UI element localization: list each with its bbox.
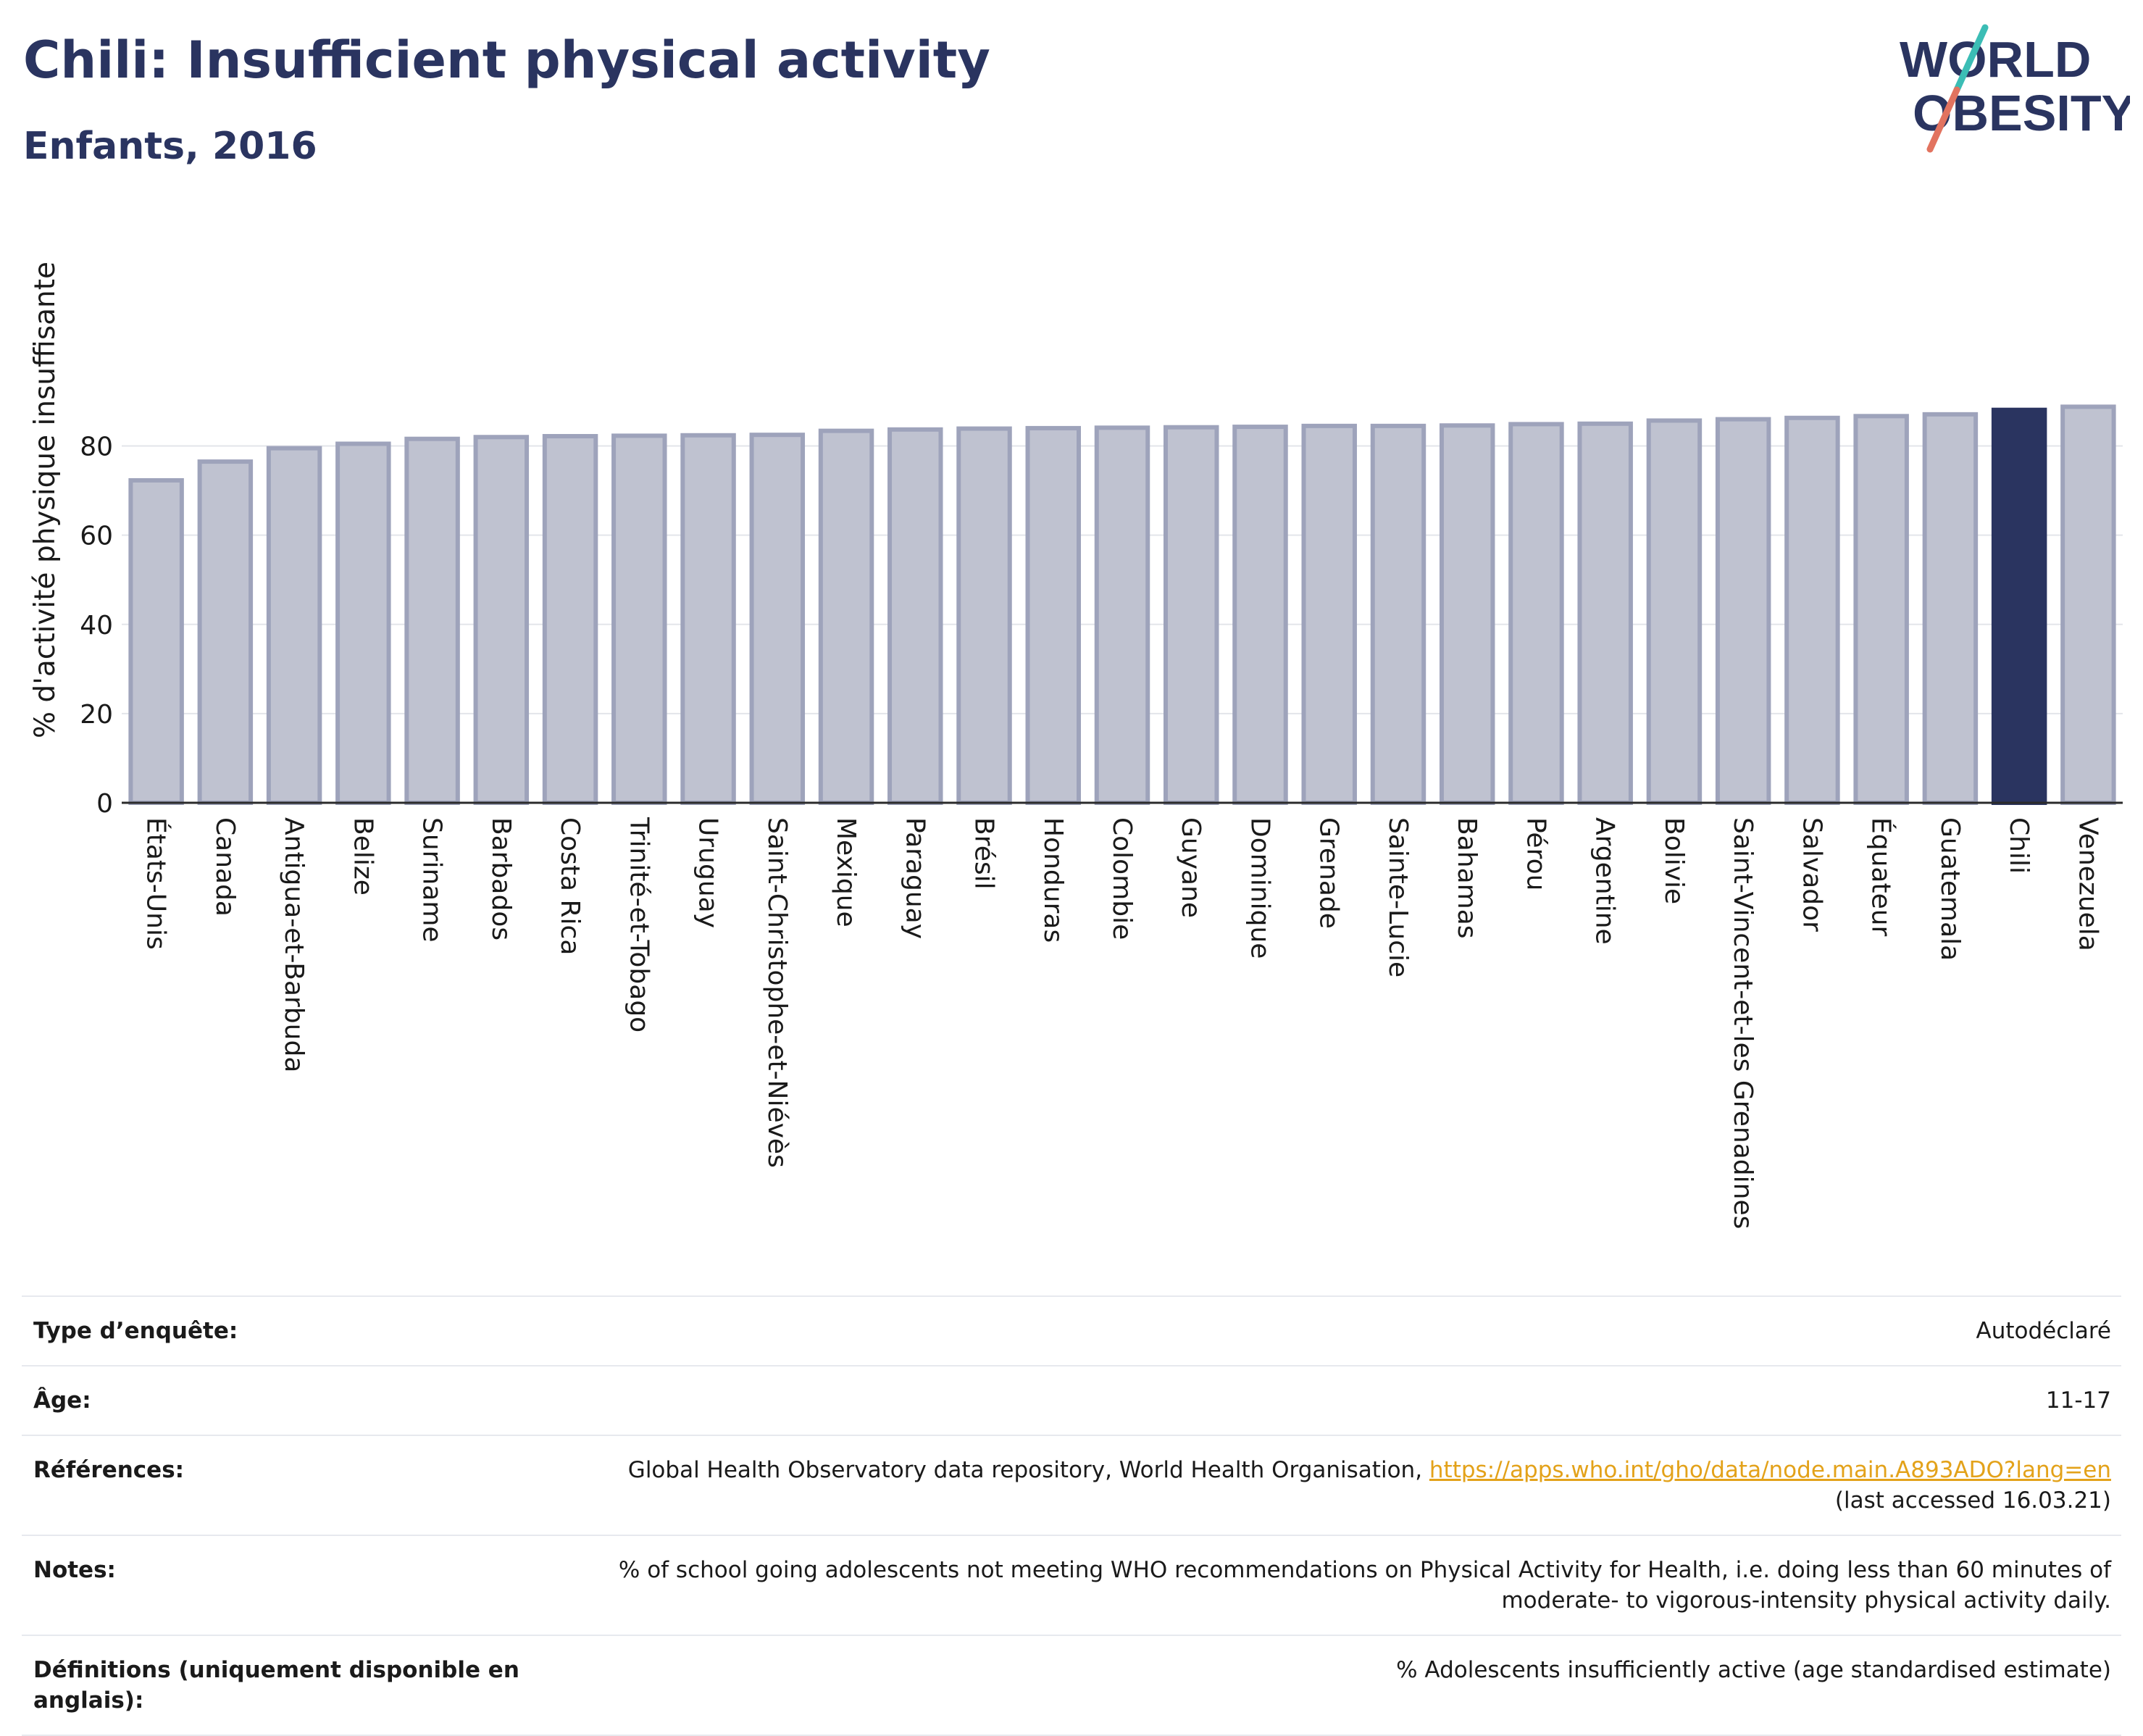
y-tick-label: 40 xyxy=(80,611,113,640)
x-tick-label: Paraguay xyxy=(900,817,930,939)
x-tick-label: Trinité-et-Tobago xyxy=(624,817,653,1032)
x-tick-label: Venezuela xyxy=(2073,817,2102,951)
detail-row-definitions: Définitions (uniquement disponible en an… xyxy=(22,1635,2121,1736)
bar-salvador xyxy=(1784,415,1840,805)
logo-line1: WORLD xyxy=(1900,31,2091,88)
bar-p-rou xyxy=(1508,422,1564,806)
y-tick-label: 60 xyxy=(80,522,113,551)
detail-key: Références: xyxy=(22,1435,552,1536)
bar-antigua-et-barbuda xyxy=(266,446,322,805)
x-tick-label: Costa Rica xyxy=(555,817,585,955)
detail-row-survey-type: Type d’enquête: Autodéclaré xyxy=(22,1295,2121,1366)
y-axis-ticks: 0 20 40 60 80 xyxy=(80,433,113,819)
logo-slash-teal xyxy=(1953,24,1989,93)
detail-value: 11-17 xyxy=(552,1365,2121,1436)
x-tick-label: Dominique xyxy=(1245,817,1274,959)
detail-key: Type d’enquête: xyxy=(22,1295,552,1366)
x-tick-label: Chili xyxy=(2004,817,2034,874)
notes-line-2: moderate- to vigorous-intensity physical… xyxy=(1501,1587,2111,1614)
chart-title: Chili: Insufficient physical activity xyxy=(23,30,990,90)
x-tick-label: Canada xyxy=(210,817,240,917)
logo-slash-coral xyxy=(1926,86,1960,153)
detail-key: Définitions (uniquement disponible en an… xyxy=(22,1635,552,1736)
world-obesity-logo: WORLD OBESITY xyxy=(1900,24,2130,153)
detail-value: Global Health Observatory data repositor… xyxy=(552,1435,2121,1536)
bar-dominique xyxy=(1232,425,1288,805)
x-tick-label: Suriname xyxy=(417,817,447,943)
bar-sainte-lucie xyxy=(1370,423,1426,806)
bar-chart: 0 20 40 60 80 États-Unis Canada Antigua-et-Bar… xyxy=(29,262,2123,1229)
x-tick-label: Grenade xyxy=(1314,817,1344,929)
bar-belize xyxy=(335,441,391,805)
bar-barbados xyxy=(473,435,530,805)
x-axis-ticks: États-Unis Canada Antigua-et-Barbuda Belize… xyxy=(141,817,2103,1229)
bar-guyane xyxy=(1164,425,1219,805)
bar-mexique xyxy=(818,428,874,806)
bar-uruguay xyxy=(680,433,736,805)
x-tick-label: Guyane xyxy=(1176,817,1206,918)
x-tick-label: Salvador xyxy=(1797,817,1826,932)
x-tick-label: Colombie xyxy=(1107,817,1137,940)
bar--tats-unis xyxy=(128,477,184,805)
bar-guatemala xyxy=(1922,412,1979,805)
bar-bolivie xyxy=(1646,418,1703,806)
bar-argentine xyxy=(1577,421,1633,805)
x-tick-label: Bolivie xyxy=(1659,817,1689,904)
bar-honduras xyxy=(1025,425,1081,805)
detail-row-references: Références: Global Health Observatory da… xyxy=(22,1435,2121,1536)
x-tick-label: Mexique xyxy=(831,817,861,927)
y-axis-label: % d'activité physique insuffisante xyxy=(29,262,62,738)
bar-colombie xyxy=(1094,425,1150,806)
x-tick-label: Saint-Vincent-et-les Grenadines xyxy=(1728,817,1758,1229)
x-tick-label: Saint-Christophe-et-Niévès xyxy=(762,817,792,1168)
detail-value: % Adolescents insufficiently active (age… xyxy=(552,1635,2121,1736)
x-tick-label: Belize xyxy=(348,817,377,896)
bar-grenade xyxy=(1301,423,1357,806)
x-tick-label: Uruguay xyxy=(693,817,723,928)
bar-canada xyxy=(197,459,254,805)
detail-row-age: Âge: 11-17 xyxy=(22,1365,2121,1436)
bar-suriname xyxy=(404,436,460,805)
x-tick-label: Brésil xyxy=(969,817,999,890)
bar-chili xyxy=(1991,407,2047,805)
x-tick-label: Sainte-Lucie xyxy=(1383,817,1413,977)
bar-br-sil xyxy=(956,426,1012,805)
y-tick-label: 0 xyxy=(96,789,113,819)
details-table: Type d’enquête: Autodéclaré Âge: 11-17 R… xyxy=(22,1295,2121,1736)
detail-key: Âge: xyxy=(22,1365,552,1436)
bar-bahamas xyxy=(1439,423,1495,805)
x-tick-label: Bahamas xyxy=(1452,817,1482,939)
x-tick-label: Pérou xyxy=(1521,817,1550,890)
y-tick-label: 20 xyxy=(80,700,113,730)
x-tick-label: États-Unis xyxy=(141,817,172,950)
x-tick-label: Barbados xyxy=(486,817,516,940)
notes-line-1: % of school going adolescents not meetin… xyxy=(618,1557,2111,1583)
detail-value: Autodéclaré xyxy=(552,1295,2121,1366)
detail-key: Notes: xyxy=(22,1535,552,1636)
chart-subtitle: Enfants, 2016 xyxy=(23,125,317,168)
x-tick-label: Équateur xyxy=(1866,817,1897,937)
bar-venezuela xyxy=(2060,404,2116,805)
reference-text: Global Health Observatory data repositor… xyxy=(627,1457,1423,1483)
x-tick-label: Honduras xyxy=(1038,817,1068,943)
x-tick-label: Argentine xyxy=(1590,817,1620,945)
bar-saint-vincent-et-les-grenadines xyxy=(1715,417,1771,806)
bar-paraguay xyxy=(887,427,943,805)
bar--quateur xyxy=(1853,414,1909,805)
detail-row-notes: Notes: % of school going adolescents not… xyxy=(22,1535,2121,1636)
reference-link[interactable]: https://apps.who.int/gho/data/node.main.… xyxy=(1429,1457,2111,1483)
x-tick-label: Antigua-et-Barbuda xyxy=(279,817,309,1072)
x-tick-label: Guatemala xyxy=(1935,817,1965,961)
y-tick-label: 80 xyxy=(80,433,113,462)
bar-saint-christophe-et-ni-v-s xyxy=(749,433,806,805)
bar-trinit-et-tobago xyxy=(611,433,667,805)
bar-costa-rica xyxy=(542,434,598,805)
reference-accessed: (last accessed 16.03.21) xyxy=(1834,1487,2111,1514)
detail-value: % of school going adolescents not meetin… xyxy=(552,1535,2121,1636)
bars xyxy=(128,404,2116,806)
